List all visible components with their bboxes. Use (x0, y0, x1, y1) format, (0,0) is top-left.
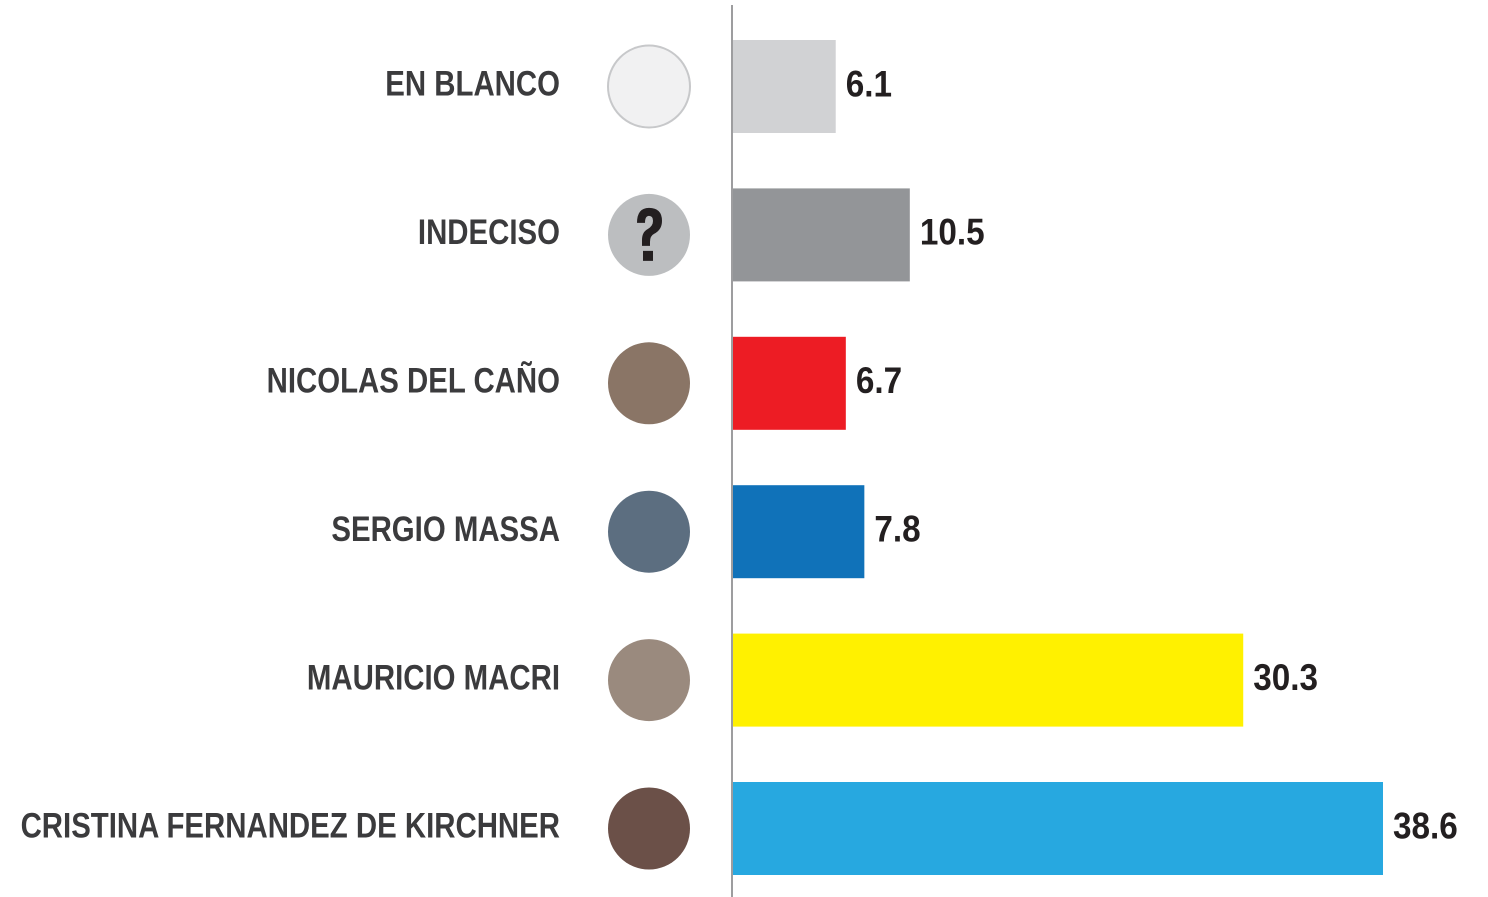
value-label: 6.1 (846, 64, 892, 105)
value-label: 10.5 (920, 212, 985, 253)
value-label: 30.3 (1253, 657, 1318, 698)
category-label: CRISTINA FERNANDEZ DE KIRCHNER (21, 806, 560, 845)
avatar (608, 342, 690, 424)
bar (733, 40, 836, 133)
avatar (608, 639, 690, 721)
value-label: 7.8 (874, 509, 920, 550)
category-label: NICOLAS DEL CAÑO (267, 360, 560, 400)
avatar (608, 491, 690, 573)
bar (733, 485, 864, 578)
bar (733, 634, 1243, 727)
value-label: 38.6 (1393, 806, 1458, 847)
bar (733, 188, 910, 281)
page: {"chart_data": {"type": "bar", "orientat… (0, 0, 1488, 897)
value-label: 6.7 (856, 360, 902, 401)
avatar (608, 46, 690, 128)
category-label: SERGIO MASSA (331, 510, 560, 549)
bar (733, 337, 846, 430)
category-label: EN BLANCO (385, 64, 560, 103)
category-label: MAURICIO MACRI (307, 658, 560, 697)
chart: EN BLANCO 6.1 INDECISO 10.5 NICOLAS DEL CAÑO… (0, 0, 1488, 897)
avatar (608, 788, 690, 870)
bar (733, 782, 1383, 875)
category-label: INDECISO (418, 213, 560, 252)
